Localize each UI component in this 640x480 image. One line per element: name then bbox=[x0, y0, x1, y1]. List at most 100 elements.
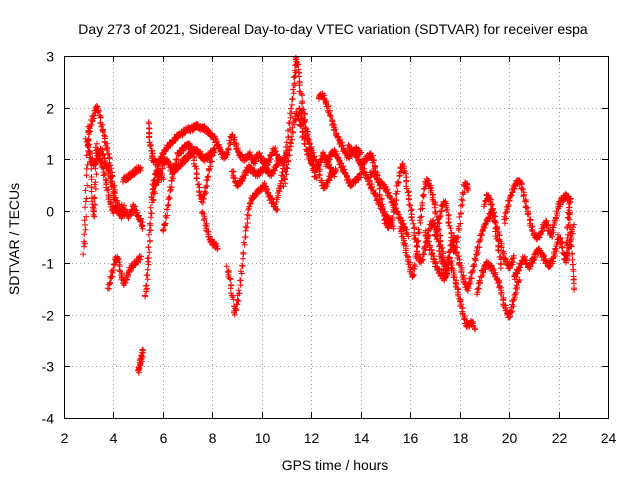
data-point bbox=[82, 198, 89, 205]
data-point bbox=[490, 270, 497, 277]
data-point bbox=[435, 225, 442, 232]
data-point bbox=[124, 272, 131, 279]
data-point bbox=[491, 217, 498, 224]
y-tick-label: -2 bbox=[42, 308, 55, 324]
data-point bbox=[115, 255, 122, 262]
data-point bbox=[510, 297, 517, 304]
data-point bbox=[281, 155, 288, 162]
data-point bbox=[455, 292, 462, 299]
data-point bbox=[558, 244, 565, 251]
data-point bbox=[417, 214, 424, 221]
data-point bbox=[295, 61, 302, 68]
data-point bbox=[160, 227, 166, 234]
data-point bbox=[419, 199, 426, 206]
data-point bbox=[312, 174, 319, 181]
data-point bbox=[144, 266, 151, 273]
data-point bbox=[389, 215, 396, 222]
data-point bbox=[459, 197, 466, 204]
data-point bbox=[290, 86, 297, 93]
data-point bbox=[521, 198, 528, 205]
data-point bbox=[470, 263, 477, 270]
x-tick-label: 20 bbox=[502, 430, 518, 446]
data-point bbox=[235, 287, 242, 294]
data-point bbox=[451, 274, 458, 280]
data-point bbox=[83, 195, 90, 202]
data-point bbox=[429, 194, 436, 201]
data-point bbox=[160, 151, 166, 158]
data-point bbox=[305, 150, 312, 157]
data-point bbox=[409, 217, 416, 224]
data-point bbox=[91, 194, 98, 201]
data-point bbox=[550, 222, 557, 228]
data-point bbox=[564, 235, 571, 241]
data-point bbox=[566, 216, 573, 223]
data-point bbox=[377, 196, 384, 203]
data-point bbox=[411, 224, 418, 231]
data-point bbox=[412, 235, 419, 241]
data-point bbox=[147, 227, 154, 234]
data-point bbox=[386, 192, 393, 199]
data-point bbox=[475, 285, 482, 292]
data-point bbox=[240, 249, 247, 256]
data-point bbox=[510, 303, 517, 310]
x-tick-label: 14 bbox=[354, 430, 370, 446]
data-point bbox=[476, 244, 483, 251]
data-point bbox=[510, 255, 516, 262]
data-point bbox=[506, 197, 513, 204]
data-point bbox=[492, 219, 499, 226]
data-point bbox=[562, 252, 569, 258]
data-point bbox=[403, 177, 410, 184]
data-point bbox=[235, 298, 242, 305]
x-tick-label: 12 bbox=[304, 430, 320, 446]
data-point bbox=[109, 267, 116, 273]
data-point bbox=[436, 242, 443, 249]
data-point bbox=[160, 176, 167, 183]
data-point bbox=[227, 276, 234, 283]
data-point bbox=[570, 268, 577, 275]
data-point bbox=[90, 112, 97, 119]
x-tick-label: 24 bbox=[601, 430, 617, 446]
data-point bbox=[284, 165, 291, 172]
data-point bbox=[301, 111, 308, 118]
data-point bbox=[112, 197, 119, 204]
data-point bbox=[83, 152, 90, 159]
data-point bbox=[510, 252, 517, 259]
data-point bbox=[472, 256, 479, 263]
data-point bbox=[93, 171, 100, 178]
data-point bbox=[145, 244, 152, 251]
data-point bbox=[82, 187, 89, 194]
data-point bbox=[521, 256, 528, 263]
data-point bbox=[328, 117, 335, 123]
data-point bbox=[164, 212, 171, 219]
data-point bbox=[477, 237, 484, 244]
data-point bbox=[201, 216, 208, 223]
data-point bbox=[192, 163, 199, 170]
data-point bbox=[474, 243, 481, 250]
x-tick-label: 4 bbox=[110, 430, 118, 446]
data-point bbox=[100, 172, 107, 179]
data-point bbox=[393, 207, 400, 214]
data-point bbox=[566, 211, 573, 218]
data-point bbox=[420, 191, 427, 198]
data-point bbox=[527, 263, 534, 270]
y-tick-label: 1 bbox=[46, 152, 54, 168]
data-point bbox=[114, 254, 121, 261]
data-point bbox=[88, 122, 94, 129]
data-point bbox=[489, 201, 496, 208]
data-point bbox=[453, 281, 460, 288]
data-point bbox=[293, 108, 300, 115]
data-point bbox=[148, 142, 154, 149]
data-point bbox=[88, 176, 95, 183]
data-point bbox=[370, 157, 377, 164]
data-point bbox=[232, 305, 239, 312]
data-point bbox=[240, 175, 247, 182]
data-point bbox=[84, 161, 91, 168]
data-point bbox=[204, 174, 211, 180]
data-point bbox=[274, 206, 281, 213]
data-point bbox=[316, 172, 323, 178]
data-point bbox=[468, 275, 475, 282]
data-point bbox=[464, 184, 471, 191]
chart-title: Day 273 of 2021, Sidereal Day-to-day VTE… bbox=[78, 21, 588, 37]
data-point bbox=[513, 284, 520, 291]
data-point bbox=[146, 220, 153, 227]
